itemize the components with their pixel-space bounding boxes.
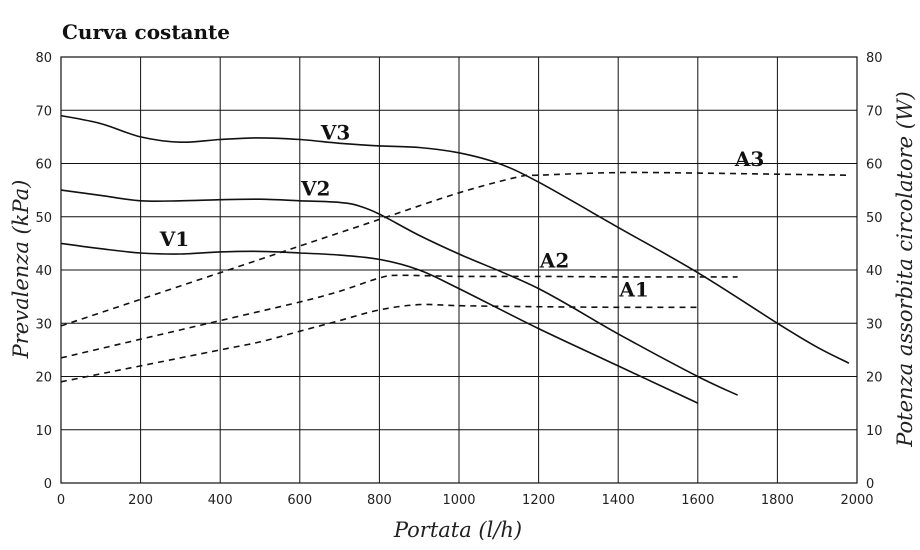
x-tick-label: 2000 [840,493,873,508]
x-tick-label: 1400 [602,493,635,508]
series-label-v2: V2 [300,176,330,200]
y2-tick-label: 0 [866,477,874,492]
y-tick-label: 10 [35,424,52,439]
plot-frame [60,56,858,484]
tick-labels: 0 200 400 600 800 1000 1200 1400 1600 1800 2000010… [35,51,882,508]
y-tick-label: 60 [35,158,52,173]
x-tick-label: 1000 [442,493,475,508]
series-label-v3: V3 [320,121,350,145]
x-tick-label: 0 [57,493,65,508]
y2-tick-label: 10 [866,424,883,439]
y2-tick-label: 40 [866,264,883,279]
series-label-v1: V1 [159,227,189,251]
y-tick-label: 30 [35,317,52,332]
series-line-a2 [60,274,738,359]
y-tick-label: 80 [35,51,52,66]
y2-tick-label: 60 [866,158,883,173]
x-tick-label: 800 [367,493,392,508]
series-line-v1 [60,242,699,404]
y-tick-label: 20 [35,371,52,386]
series-label-a3: A3 [734,147,764,171]
y-axis-label: Prevalenza (kPa) [9,180,33,360]
x-tick-label: 400 [208,493,233,508]
x-tick-label: 600 [287,493,312,508]
grid [60,56,858,484]
y2-axis-label: Potenza assorbita circolatore (W) [893,91,917,447]
series-line-a1 [60,303,698,383]
y-tick-label: 40 [35,264,52,279]
x-tick-label: 200 [128,493,153,508]
x-tick-label: 1600 [681,493,714,508]
curves [60,114,850,404]
y-tick-label: 0 [44,477,52,492]
series-labels: V3 V2 V1 A3 A2 A1 [159,121,765,302]
x-tick-label: 1800 [761,493,794,508]
y2-tick-label: 80 [866,51,883,66]
x-axis-label: Portata (l/h) [393,518,522,542]
series-label-a2: A2 [539,248,569,272]
chart-title: Curva costante [62,20,230,44]
y2-tick-label: 70 [866,104,883,119]
y-tick-label: 50 [35,211,52,226]
x-tick-label: 1200 [522,493,555,508]
series-label-a1: A1 [618,278,648,302]
y2-tick-label: 20 [866,371,883,386]
y2-tick-label: 30 [866,317,883,332]
series-line-a3 [60,171,850,327]
y-tick-label: 70 [35,104,52,119]
y2-tick-label: 50 [866,211,883,226]
series-line-v3 [60,114,850,364]
series-line-v2 [60,189,738,396]
